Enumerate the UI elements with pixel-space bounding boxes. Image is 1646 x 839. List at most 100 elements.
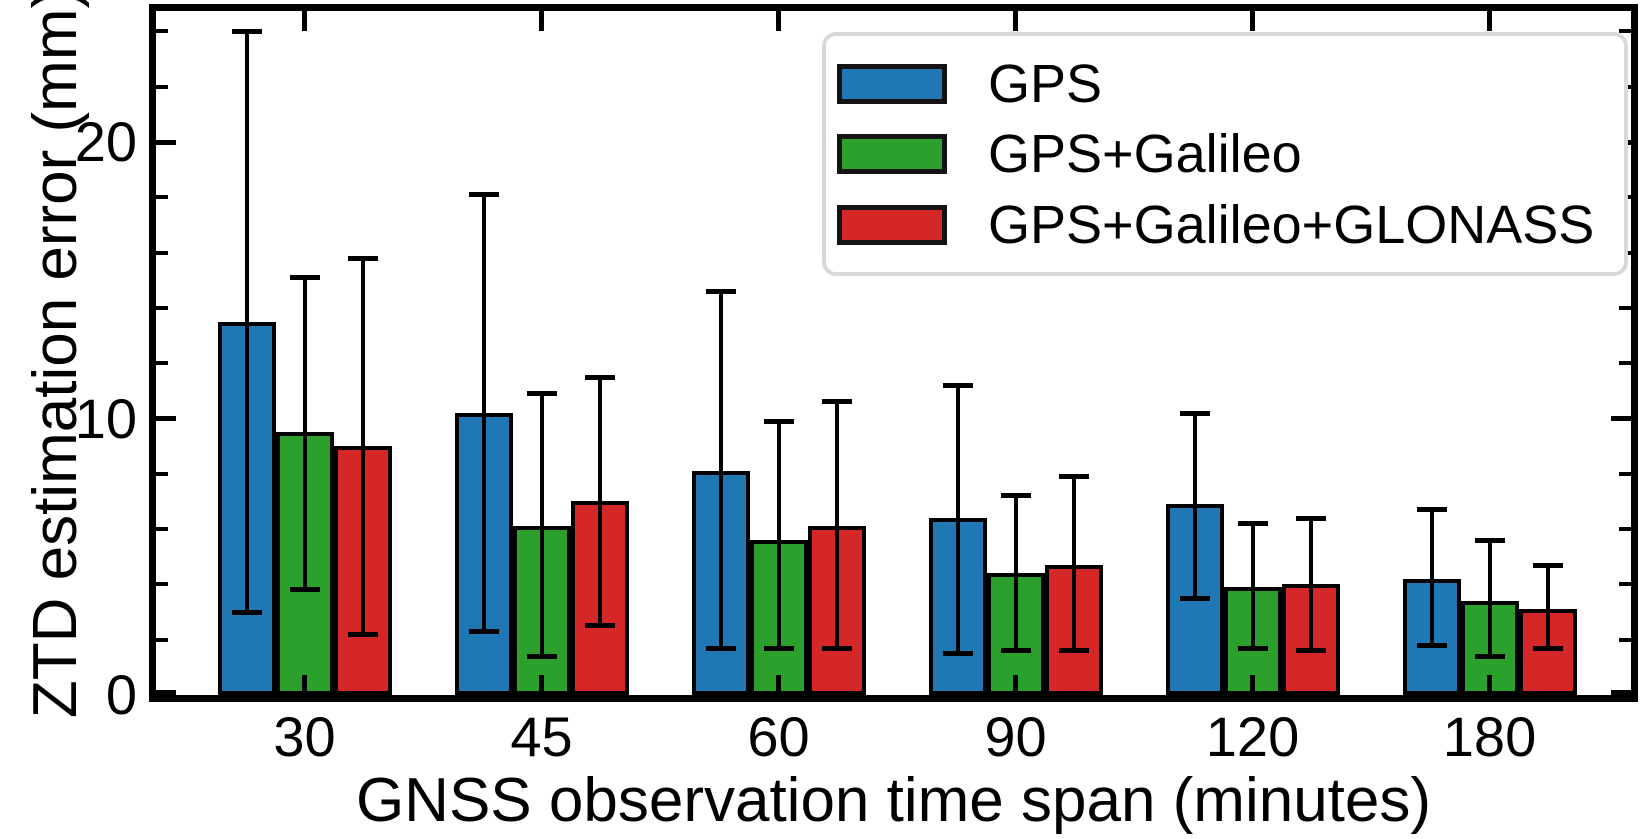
y-minor-tick <box>1619 29 1631 34</box>
y-major-tick <box>156 139 176 145</box>
error-cap-high-GPS+Galileo-45 <box>526 391 557 397</box>
gps-galileo-glonass-color-swatch <box>837 204 947 245</box>
x-major-tick <box>302 11 307 31</box>
y-minor-tick <box>156 527 168 532</box>
legend-item-gps-galileo-glonass: GPS+Galileo+GLONASS <box>826 196 1624 254</box>
error-cap-high-GPS+Galileo+GLONASS-45 <box>584 374 615 380</box>
error-cap-low-GPS-90 <box>942 651 973 657</box>
x-major-tick <box>539 11 544 31</box>
y-minor-tick <box>156 84 168 89</box>
x-major-tick <box>1013 11 1018 31</box>
error-cap-high-GPS-60 <box>705 288 736 294</box>
error-bar-GPS-30 <box>244 31 249 613</box>
error-bar-GPS+Galileo-90 <box>1013 495 1018 651</box>
error-cap-high-GPS+Galileo+GLONASS-60 <box>821 399 852 405</box>
error-bar-GPS+Galileo+GLONASS-120 <box>1308 518 1313 651</box>
error-cap-low-GPS+Galileo+GLONASS-90 <box>1058 648 1089 654</box>
x-axis-label: GNSS observation time span (minutes) <box>355 766 1432 835</box>
y-major-tick <box>1611 416 1631 422</box>
error-cap-low-GPS+Galileo-120 <box>1237 645 1268 651</box>
error-bar-GPS+Galileo+GLONASS-60 <box>834 401 839 648</box>
y-minor-tick <box>1619 637 1631 642</box>
error-cap-low-GPS+Galileo-180 <box>1474 653 1505 659</box>
legend-item-gps-galileo: GPS+Galileo <box>826 125 1624 183</box>
error-bar-GPS+Galileo-60 <box>776 421 781 648</box>
error-cap-low-GPS-60 <box>705 645 736 651</box>
error-cap-low-GPS-30 <box>231 609 262 615</box>
error-bar-GPS-120 <box>1192 413 1197 599</box>
y-tick-label: 20 <box>74 110 137 174</box>
legend-item-gps: GPS <box>826 55 1624 113</box>
error-bar-GPS+Galileo+GLONASS-90 <box>1071 476 1076 651</box>
error-cap-low-GPS+Galileo+GLONASS-30 <box>347 631 378 637</box>
x-major-tick <box>776 11 781 31</box>
x-major-tick <box>302 675 307 695</box>
error-cap-high-GPS+Galileo+GLONASS-30 <box>347 255 378 261</box>
error-cap-high-GPS+Galileo+GLONASS-120 <box>1295 515 1326 521</box>
error-cap-high-GPS-120 <box>1179 410 1210 416</box>
error-cap-low-GPS-180 <box>1416 642 1447 648</box>
error-cap-high-GPS+Galileo-180 <box>1474 537 1505 543</box>
y-minor-tick <box>156 361 168 366</box>
error-bar-GPS+Galileo+GLONASS-30 <box>360 258 365 635</box>
y-tick-label: 0 <box>105 663 137 726</box>
error-bar-GPS+Galileo-180 <box>1487 540 1492 657</box>
x-tick-label: 120 <box>1205 705 1300 768</box>
error-bar-GPS-180 <box>1429 509 1434 646</box>
error-bar-GPS+Galileo-120 <box>1250 523 1255 648</box>
error-bar-GPS-90 <box>955 385 960 654</box>
error-bar-GPS-45 <box>481 194 486 632</box>
gps-color-swatch <box>837 63 947 104</box>
error-bar-GPS-60 <box>718 291 723 648</box>
error-cap-high-GPS-30 <box>231 28 262 34</box>
error-cap-low-GPS+Galileo+GLONASS-45 <box>584 623 615 629</box>
legend: GPS GPS+Galileo GPS+Galileo+GLONASS <box>822 32 1628 276</box>
error-cap-high-GPS+Galileo-120 <box>1237 521 1268 527</box>
error-bar-GPS+Galileo+GLONASS-180 <box>1545 565 1550 648</box>
y-minor-tick <box>1619 471 1631 476</box>
legend-label-gps-galileo: GPS+Galileo <box>988 124 1302 184</box>
y-tick-label: 10 <box>74 386 137 450</box>
error-cap-high-GPS-45 <box>468 192 499 198</box>
legend-label-gps-galileo-glonass: GPS+Galileo+GLONASS <box>988 194 1595 255</box>
error-cap-low-GPS-45 <box>468 628 499 634</box>
x-major-tick <box>539 675 544 695</box>
x-major-tick <box>1250 675 1255 695</box>
error-cap-high-GPS+Galileo+GLONASS-180 <box>1532 562 1563 568</box>
x-major-tick <box>1250 11 1255 31</box>
error-bar-GPS+Galileo-30 <box>302 277 307 590</box>
y-minor-tick <box>156 471 168 476</box>
x-tick-label: 30 <box>273 705 336 768</box>
error-cap-low-GPS+Galileo+GLONASS-180 <box>1532 645 1563 651</box>
error-cap-high-GPS+Galileo-30 <box>289 275 320 281</box>
x-major-tick <box>1487 675 1492 695</box>
error-cap-low-GPS+Galileo-45 <box>526 653 557 659</box>
y-major-tick <box>1611 690 1631 695</box>
y-minor-tick <box>156 195 168 200</box>
error-cap-low-GPS+Galileo+GLONASS-120 <box>1295 648 1326 654</box>
x-major-tick <box>776 675 781 695</box>
x-tick-label: 60 <box>747 705 810 768</box>
error-cap-high-GPS+Galileo-90 <box>1000 493 1031 499</box>
error-cap-low-GPS+Galileo-60 <box>763 645 794 651</box>
y-minor-tick <box>156 637 168 642</box>
x-tick-label: 90 <box>984 705 1047 768</box>
error-cap-high-GPS+Galileo-60 <box>763 418 794 424</box>
y-minor-tick <box>1619 361 1631 366</box>
error-cap-low-GPS+Galileo-30 <box>289 587 320 593</box>
error-cap-low-GPS+Galileo-90 <box>1000 648 1031 654</box>
y-minor-tick <box>1619 582 1631 587</box>
gps-galileo-color-swatch <box>837 134 947 174</box>
error-bar-GPS+Galileo-45 <box>539 393 544 657</box>
x-major-tick <box>1487 11 1492 31</box>
y-major-tick <box>156 690 176 695</box>
y-minor-tick <box>156 582 168 587</box>
legend-label-gps: GPS <box>988 53 1103 114</box>
error-cap-high-GPS-90 <box>942 382 973 388</box>
x-tick-label: 45 <box>510 705 573 768</box>
y-minor-tick <box>1619 527 1631 532</box>
error-bar-GPS+Galileo+GLONASS-45 <box>597 377 602 626</box>
y-major-tick <box>156 416 176 422</box>
error-cap-low-GPS-120 <box>1179 595 1210 601</box>
